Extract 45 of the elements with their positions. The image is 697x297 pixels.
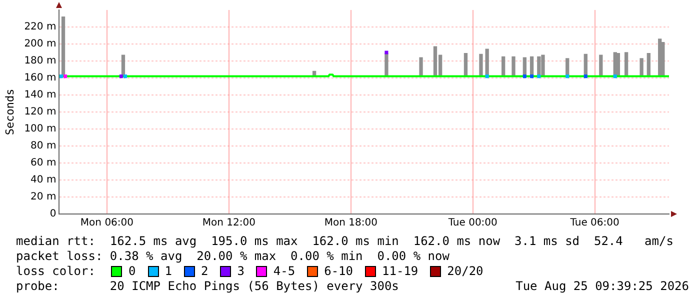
y-axis-title: Seconds: [3, 88, 16, 136]
y-tick-label: 220 m: [24, 22, 56, 33]
y-tick-label: 100 m: [24, 124, 56, 135]
bar: [419, 57, 423, 77]
text: packet loss: 0.38 % avg 20.00 % max 0.00 % min 0.00 % now: [16, 249, 450, 264]
bar: [646, 53, 651, 77]
x-tick-label: Mon 06:00: [80, 218, 134, 229]
bar: [464, 53, 468, 77]
y-tick-label: 20 m: [30, 192, 56, 203]
text: Tue Aug 25 09:39:25 2026: [516, 279, 689, 294]
legend-label: 20/20: [447, 264, 484, 279]
y-tick-label: 0: [50, 208, 56, 220]
bar: [541, 54, 545, 77]
y-tick-label: 160 m: [24, 72, 56, 84]
y-tick-label: 60 m: [30, 158, 56, 169]
y-tick-label: 120 m: [24, 106, 56, 118]
bar: [485, 48, 489, 77]
bar: [599, 54, 603, 77]
legend-label: 0: [128, 264, 136, 279]
bar: [479, 54, 483, 77]
text: median rtt: 162.5 ms avg 195.0 ms max 162.0 ms min 162.0 ms now 3.1 ms sd 52.4 am/s: [16, 234, 674, 249]
text: probe: 20 ICMP Echo Pings (56 Bytes) every 300s: [16, 279, 399, 294]
y-tick-label: 200 m: [24, 38, 56, 50]
legend-label: 11-19: [382, 264, 418, 279]
legend-title: loss color:: [16, 264, 96, 279]
legend-label: 1: [164, 264, 172, 279]
bar: [640, 58, 644, 77]
x-tick-label: Tue 06:00: [569, 218, 620, 229]
bar: [661, 42, 665, 77]
bar: [61, 16, 66, 77]
x-tick-label: Tue 00:00: [447, 218, 498, 229]
legend-label: 6-10: [324, 264, 354, 279]
bar: [502, 56, 506, 77]
x-tick-label: Mon 12:00: [202, 218, 256, 229]
y-tick-label: 40 m: [30, 174, 56, 186]
y-tick-label: 80 m: [30, 140, 56, 152]
bar: [512, 56, 516, 77]
x-tick-label: Mon 18:00: [324, 218, 378, 229]
y-tick-label: 140 m: [24, 90, 56, 101]
legend-label: 3: [237, 264, 244, 279]
bar: [624, 52, 628, 77]
legend-label: 4-5: [273, 264, 296, 279]
bar: [616, 53, 620, 77]
y-tick-label: 180 m: [24, 56, 56, 67]
legend-label: 2: [200, 264, 208, 279]
